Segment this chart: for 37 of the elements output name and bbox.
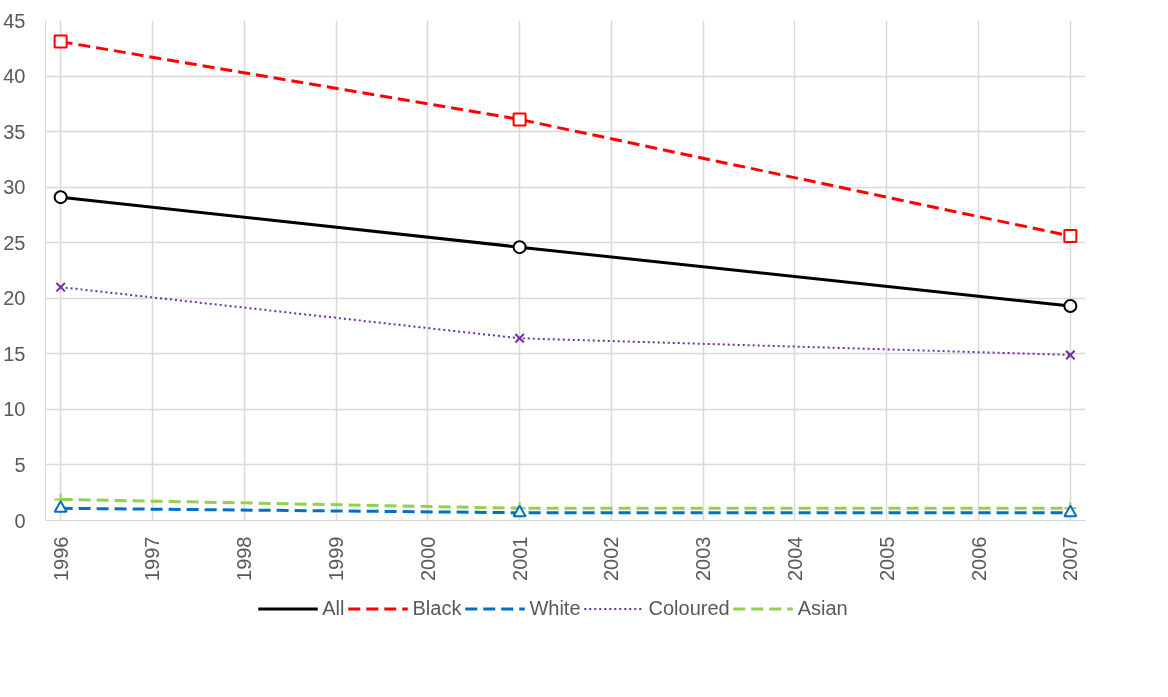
point [1063,299,1078,314]
y-tick-label: 0 [14,509,26,532]
legend-label: All [322,596,345,620]
point [53,500,68,513]
y-tick-label: 45 [3,9,26,32]
y-tick-label: 35 [3,120,26,143]
x-tick-label: 2003 [692,536,715,581]
legend-label: Coloured [648,596,730,620]
x-tick-label: 2006 [967,536,990,581]
y-tick-label: 30 [3,176,26,199]
x-tick-label: 2000 [416,536,439,581]
point [55,281,66,293]
y-tick-label: 40 [3,65,26,88]
point [514,333,525,344]
legend-label: Asian [797,596,848,620]
legend-label: Black [412,596,462,620]
point [512,112,527,127]
y-tick-label: 15 [3,342,26,365]
y-tick-label: 20 [3,287,26,310]
y-tick-label: 25 [3,231,26,254]
x-tick-label: 1998 [233,536,256,581]
point [53,190,68,205]
y-tick-label: 5 [14,453,26,476]
point [512,240,527,255]
x-tick-label: 1996 [49,536,72,581]
point [1063,229,1078,244]
point [53,34,68,49]
x-tick-label: 1997 [141,536,164,581]
x-tick-label: 2007 [1059,536,1082,581]
point [1065,349,1076,361]
x-tick-label: 2002 [600,536,623,581]
x-tick-label: 2004 [783,536,806,581]
x-tick-label: 2001 [508,536,531,581]
x-tick-label: 2005 [875,536,898,581]
y-tick-label: 10 [3,398,26,421]
x-tick-label: 1999 [325,536,348,581]
legend-label: White [529,596,581,620]
